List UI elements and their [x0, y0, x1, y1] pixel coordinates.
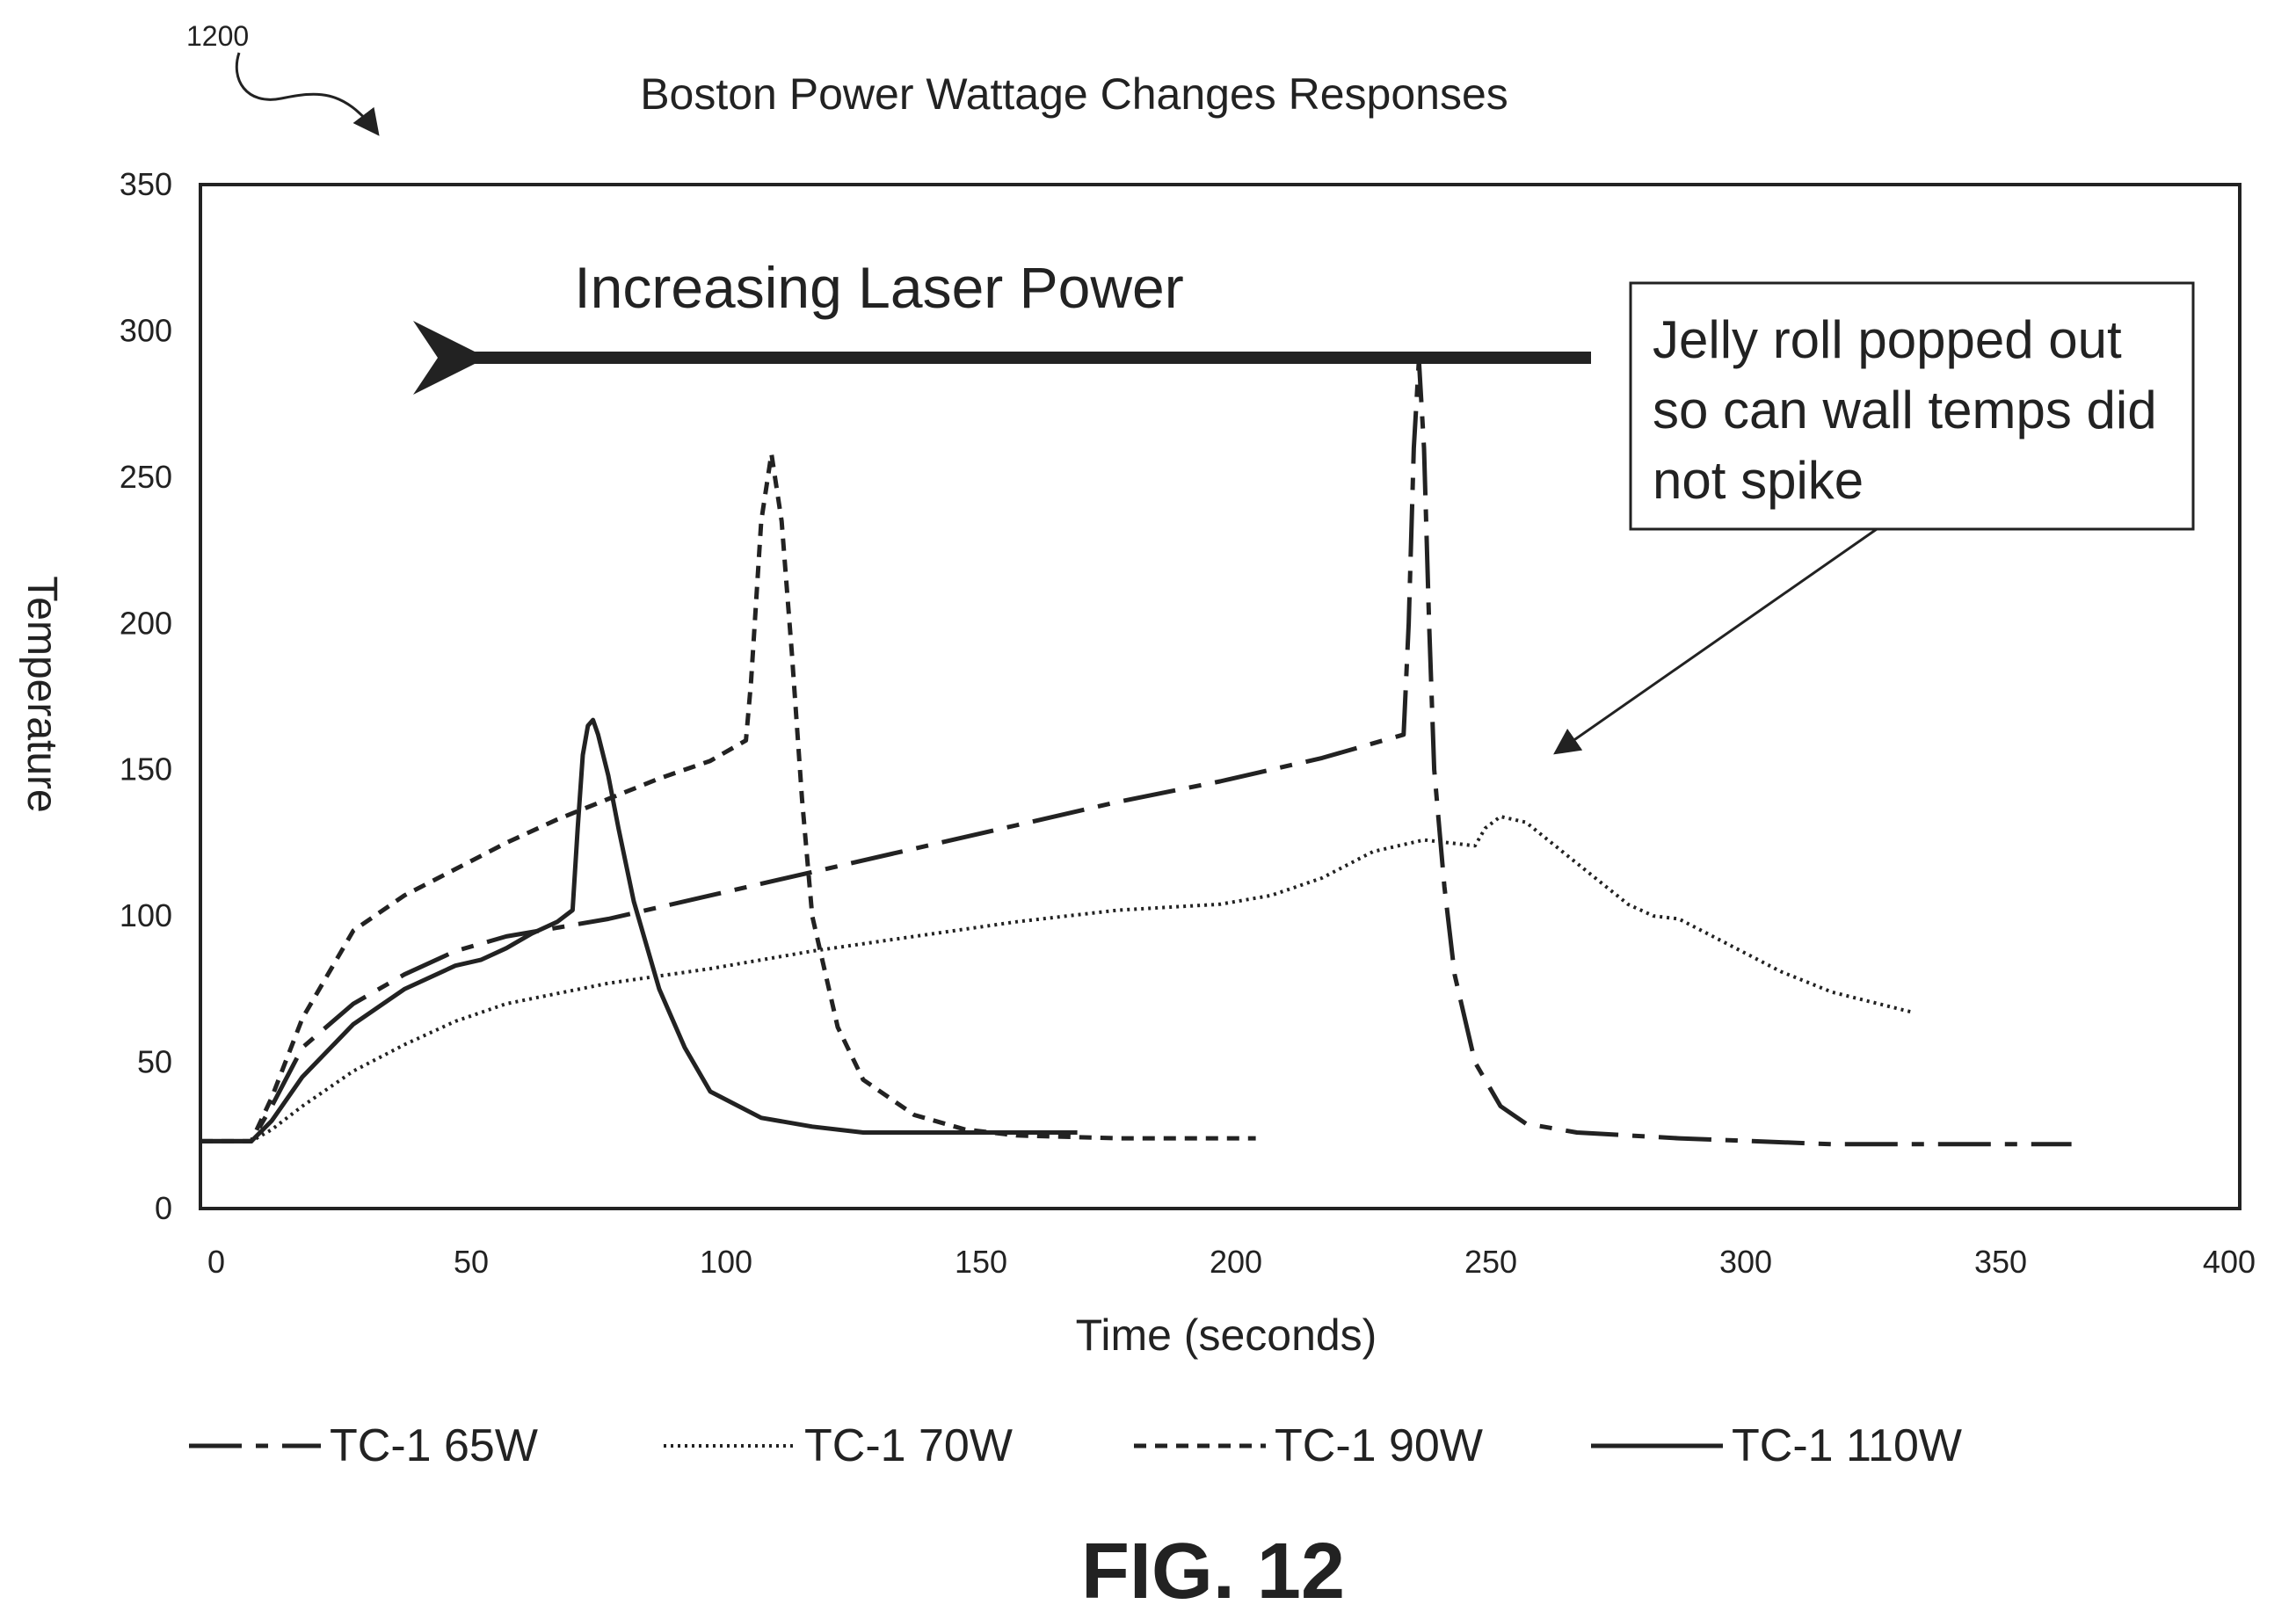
reference-numeral: 1200: [186, 20, 249, 52]
legend-label: TC-1 65W: [330, 1420, 538, 1471]
note-box: [1629, 281, 2195, 531]
series-line-3: [200, 451, 1256, 1143]
y-tick-label: 350: [120, 166, 172, 202]
x-tick-label: 100: [700, 1244, 752, 1280]
plot-area-frame: [199, 183, 2242, 1210]
x-axis-label: Time (seconds): [1076, 1310, 1377, 1360]
x-tick-label: 400: [2203, 1244, 2256, 1280]
chart-title: Boston Power Wattage Changes Responses: [640, 69, 1508, 119]
note-pointer-arrow: [1553, 527, 1878, 755]
note-line-3: not spike: [1653, 451, 1864, 510]
legend-label: TC-1 70W: [804, 1420, 1013, 1471]
y-tick-label: 50: [137, 1044, 172, 1080]
note-line-2: so can wall temps did: [1653, 381, 2157, 439]
y-tick-label: 100: [120, 897, 172, 933]
legend-label: TC-1 110W: [1732, 1420, 1962, 1471]
y-tick-label: 200: [120, 605, 172, 641]
figure-label: FIG. 12: [1081, 1528, 1345, 1615]
y-axis-ticks: 0 50 100 150 200 250 300 350: [120, 166, 172, 1226]
increasing-power-label: Increasing Laser Power: [574, 255, 1183, 320]
x-tick-label: 300: [1719, 1244, 1772, 1280]
reference-leader-arrow: [235, 52, 380, 136]
y-tick-label: 0: [155, 1190, 172, 1226]
y-axis-label: Temperature: [18, 576, 65, 812]
x-tick-label: 50: [454, 1244, 489, 1280]
series-line-1: [200, 358, 2072, 1147]
x-tick-label: 250: [1464, 1244, 1517, 1280]
x-axis-ticks: 0 50 100 150 200 250 300 350 400: [207, 1244, 2256, 1280]
legend: TC-1 65W TC-1 70W TC-1 90W TC-1 110W: [189, 1420, 1962, 1471]
y-tick-label: 250: [120, 459, 172, 495]
note-line-1: Jelly roll popped out: [1653, 310, 2122, 369]
series-line-4: [200, 717, 1078, 1143]
y-tick-label: 300: [120, 312, 172, 348]
y-tick-label: 150: [120, 751, 172, 788]
x-tick-label: 0: [207, 1244, 225, 1280]
x-tick-label: 350: [1974, 1244, 2027, 1280]
x-tick-label: 200: [1210, 1244, 1262, 1280]
x-tick-label: 150: [955, 1244, 1007, 1280]
legend-label: TC-1 90W: [1275, 1420, 1483, 1471]
series-line-2: [200, 815, 1915, 1143]
series-lines: [200, 358, 2072, 1147]
